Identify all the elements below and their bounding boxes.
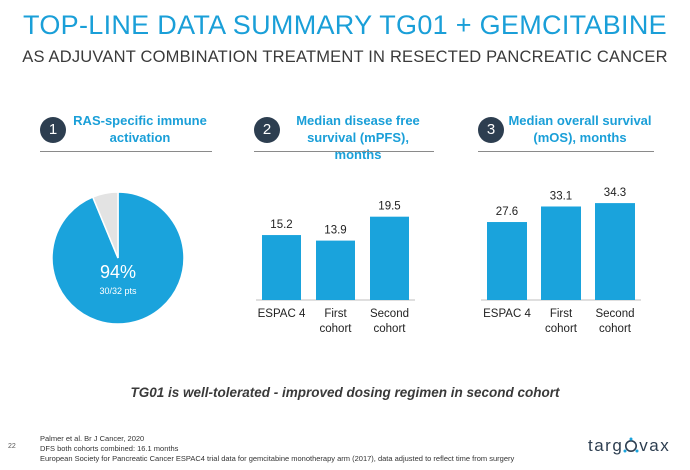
mos-category-label-1-line0: First: [550, 308, 573, 320]
pie-percent-label: 94%: [100, 262, 136, 282]
mos-category-label-2-line1: cohort: [599, 323, 632, 335]
panel-1-title: RAS-specific immune activation: [68, 112, 212, 146]
mos-value-label-1: 33.1: [550, 190, 572, 202]
pie-slice-1: [91, 191, 119, 259]
logo-text-right: vax: [639, 436, 671, 455]
logo-o-mark-icon: [623, 437, 639, 453]
mpfs-value-label-1: 13.9: [324, 225, 346, 237]
mos-value-label-2: 34.3: [604, 187, 626, 199]
panel-1-header: 1 RAS-specific immune activation: [40, 112, 212, 152]
panel-2-number-badge: 2: [254, 117, 280, 143]
charts-area: 94% 30/32 pts 15.2 ESPAC 4 13.9 First cohort 19…: [51, 187, 641, 335]
panel-3-header: 3 Median overall survival (mOS), months: [478, 112, 654, 152]
page-title: TOP-LINE DATA SUMMARY TG01 + GEMCITABINE: [23, 10, 667, 40]
mos-category-label-1-line1: cohort: [545, 323, 578, 335]
mos-category-label-0: ESPAC 4: [483, 308, 531, 320]
panel-3-title: Median overall survival (mOS), months: [506, 112, 654, 146]
mpfs-category-label-1-line0: First: [324, 308, 347, 320]
mpfs-category-label-0: ESPAC 4: [258, 308, 306, 320]
logo-wordmark: targ vax: [588, 436, 670, 456]
mpfs-bar-2: [370, 216, 409, 300]
mos-category-label-2-line0: Second: [595, 308, 634, 320]
mpfs-bar-1: [316, 240, 355, 300]
footnote-1: Palmer et al. Br J Cancer, 2020: [40, 434, 145, 443]
mpfs-bar-0: [262, 235, 301, 300]
panel-2-title-line2: survival (mPFS), months: [307, 130, 409, 162]
logo-text-left: targ: [588, 436, 624, 455]
mos-bar-2: [595, 203, 635, 300]
mos-bar-1: [541, 206, 581, 300]
panel-3-title-line1: Median overall survival: [508, 113, 652, 128]
footnote-2: DFS both cohorts combined: 16.1 months: [40, 444, 179, 453]
panel-1-title-line1: RAS-specific immune: [73, 113, 207, 128]
mpfs-category-label-1-line1: cohort: [320, 323, 353, 335]
panel-2-divider: [254, 151, 434, 152]
mos-value-label-0: 27.6: [496, 206, 518, 218]
footnotes: Palmer et al. Br J Cancer, 2020 DFS both…: [40, 434, 514, 464]
pie-count-label: 30/32 pts: [99, 286, 137, 296]
panel-2-title-line1: Median disease free: [296, 113, 420, 128]
mpfs-category-label-2-line1: cohort: [374, 323, 407, 335]
panel-3-number-badge: 3: [478, 117, 504, 143]
panel-2-header: 2 Median disease free survival (mPFS), m…: [254, 112, 434, 162]
panel-1-divider: [40, 151, 212, 152]
panel-3-title-line2: (mOS), months: [533, 130, 627, 145]
page-subtitle: AS ADJUVANT COMBINATION TREATMENT IN RES…: [22, 48, 668, 66]
panel-1-title-line2: activation: [109, 130, 171, 145]
panel-1-number-badge: 1: [40, 117, 66, 143]
footnote-3: European Society for Pancreatic Cancer E…: [40, 454, 515, 463]
mpfs-category-label-2-line0: Second: [370, 308, 409, 320]
panel-3-divider: [478, 151, 654, 152]
panel-2-title: Median disease free survival (mPFS), mon…: [282, 112, 434, 163]
mos-bar-0: [487, 222, 527, 300]
page-number: 22: [8, 443, 16, 450]
tagline: TG01 is well-tolerated - improved dosing…: [130, 385, 560, 400]
mpfs-value-label-0: 15.2: [270, 219, 292, 231]
mpfs-value-label-2: 19.5: [378, 201, 400, 213]
